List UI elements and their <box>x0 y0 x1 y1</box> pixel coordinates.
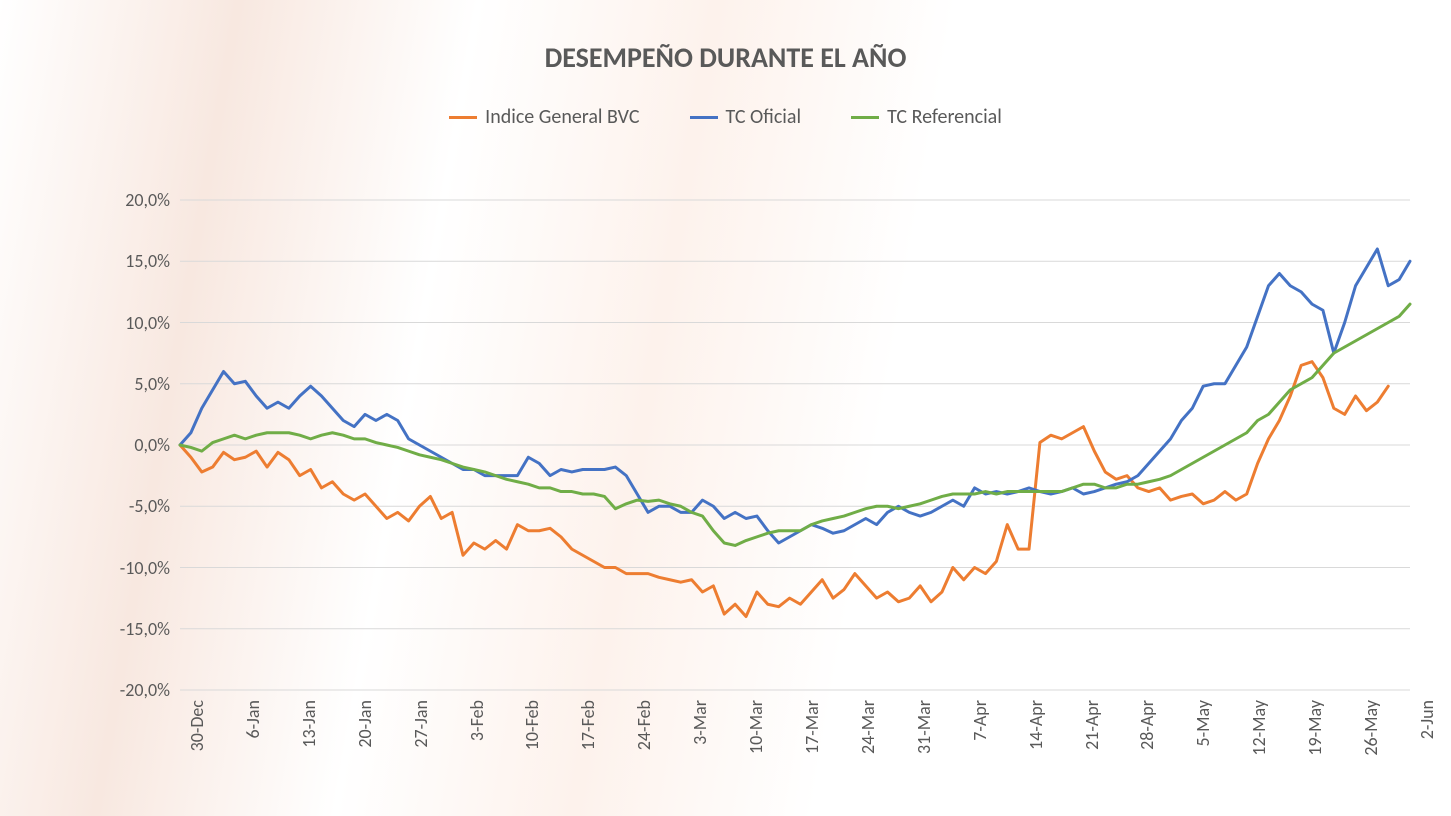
legend-swatch <box>851 116 879 119</box>
legend-item: TC Referencial <box>851 105 1002 129</box>
legend-label: Indice General BVC <box>485 105 639 129</box>
x-tick-label: 30-Dec <box>186 700 208 751</box>
x-tick-label: 13-Jan <box>298 700 320 748</box>
legend-label: TC Oficial <box>726 105 802 129</box>
y-tick-label: 20,0% <box>125 189 170 211</box>
series-line <box>180 249 1410 543</box>
x-tick-label: 3-Feb <box>466 700 488 741</box>
x-tick-label: 14-Apr <box>1025 700 1047 750</box>
x-tick-label: 17-Mar <box>801 700 823 754</box>
x-tick-label: 27-Jan <box>410 700 432 748</box>
series-line <box>180 304 1410 545</box>
x-tick-label: 7-Apr <box>969 700 991 741</box>
y-tick-label: 10,0% <box>125 312 170 334</box>
y-axis: -20,0%-15,0%-10,0%-5,0%0,0%5,0%10,0%15,0… <box>90 200 170 690</box>
plot-area <box>180 200 1410 690</box>
x-tick-label: 2-Jun <box>1416 700 1438 739</box>
x-tick-label: 26-May <box>1360 700 1382 756</box>
chart-title: DESEMPEÑO DURANTE EL AÑO <box>0 0 1451 75</box>
x-tick-label: 24-Feb <box>633 700 655 750</box>
x-tick-label: 3-Mar <box>689 700 711 745</box>
y-tick-label: 15,0% <box>125 250 170 272</box>
x-axis: 30-Dec 6-Jan 13-Jan 20-Jan 27-Jan 3-Feb 10-Feb… <box>180 700 1410 810</box>
x-tick-label: 10-Feb <box>521 700 543 750</box>
legend-label: TC Referencial <box>887 105 1002 129</box>
chart-svg <box>180 200 1410 690</box>
y-tick-label: -5,0% <box>129 495 170 517</box>
x-tick-label: 5-May <box>1192 700 1214 746</box>
x-tick-label: 31-Mar <box>913 700 935 754</box>
y-tick-label: -10,0% <box>120 557 170 579</box>
x-tick-label: 17-Feb <box>577 700 599 750</box>
y-tick-label: 5,0% <box>134 373 170 395</box>
series-line <box>180 362 1388 617</box>
y-tick-label: 0,0% <box>134 434 170 456</box>
x-tick-label: 12-May <box>1248 700 1270 756</box>
x-tick-label: 20-Jan <box>354 700 376 748</box>
x-tick-label: 21-Apr <box>1081 700 1103 750</box>
legend-swatch <box>690 116 718 119</box>
x-tick-label: 6-Jan <box>242 700 264 738</box>
legend-item: Indice General BVC <box>449 105 639 129</box>
legend: Indice General BVC TC Oficial TC Referenci… <box>0 105 1451 129</box>
x-tick-label: 10-Mar <box>745 700 767 754</box>
x-tick-label: 24-Mar <box>857 700 879 754</box>
x-tick-label: 19-May <box>1304 700 1326 756</box>
x-tick-label: 28-Apr <box>1136 700 1158 750</box>
legend-swatch <box>449 116 477 119</box>
y-tick-label: -20,0% <box>120 679 170 701</box>
y-tick-label: -15,0% <box>120 618 170 640</box>
legend-item: TC Oficial <box>690 105 802 129</box>
